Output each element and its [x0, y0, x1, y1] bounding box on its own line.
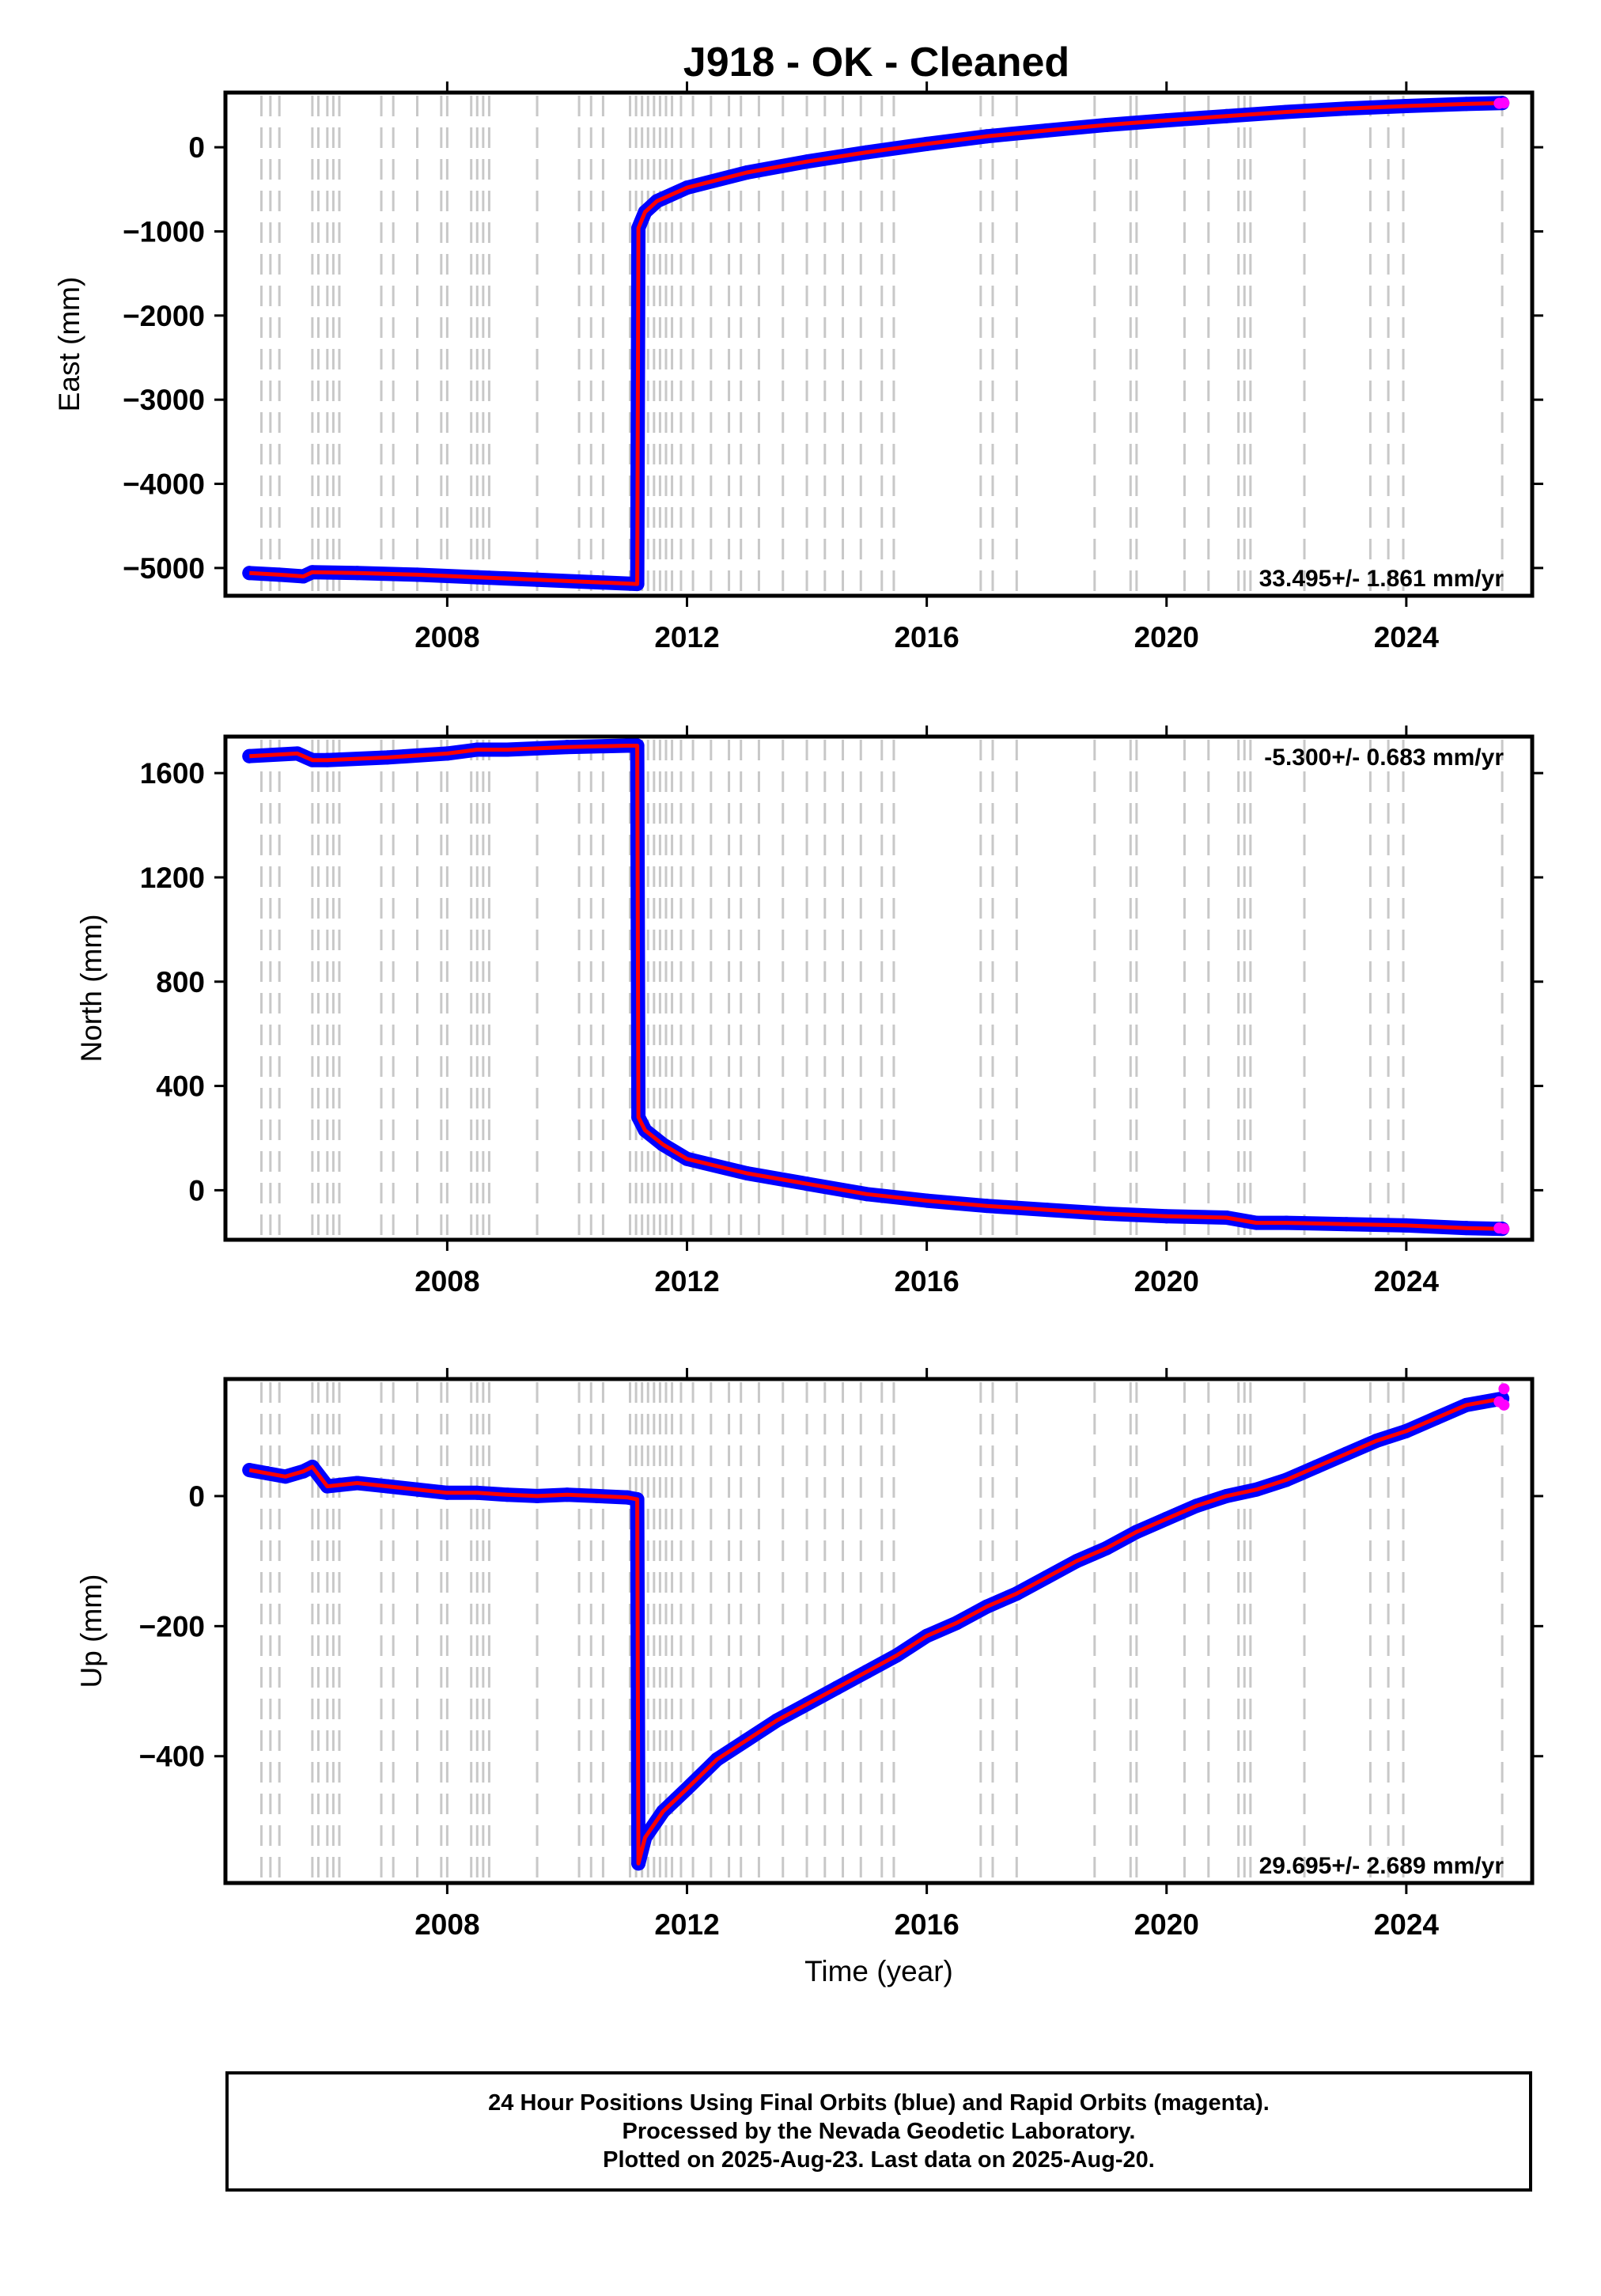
up-x-tick-label: 2020 [1134, 1908, 1199, 1941]
up-x-tick-label: 2012 [654, 1908, 719, 1941]
north-y-tick-label: 400 [156, 1070, 205, 1103]
east-equipment-change-lines [259, 96, 1504, 593]
north-y-tick-label: 1200 [140, 862, 205, 894]
east-final-orbit-positions [242, 96, 1510, 592]
footer-line-processed: Processed by the Nevada Geodetic Laborat… [622, 2119, 1136, 2144]
up-panel: 0 −200 −400 2008 2012 2016 2020 2024 Up (mm) 29… [75, 1368, 1543, 1987]
north-y-tick-label: 1600 [140, 757, 205, 790]
east-y-tick-label: −3000 [123, 384, 205, 416]
up-panel-frame [223, 1377, 1535, 1885]
north-y-tick-label: 800 [156, 966, 205, 998]
east-series [242, 96, 1510, 592]
east-x-tick-label: 2024 [1374, 621, 1440, 654]
up-equipment-change-lines [259, 1382, 1504, 1880]
up-rapid-orbit-point [1498, 1383, 1510, 1395]
east-y-tick-label: 0 [188, 131, 205, 164]
north-y-tick-label: 0 [188, 1174, 205, 1207]
north-final-orbit-positions [242, 738, 1510, 1237]
north-x-tick-label: 2008 [414, 1265, 479, 1298]
up-rapid-orbit-point [1498, 1399, 1510, 1411]
north-rate-label: -5.300+/- 0.683 mm/yr [1264, 744, 1504, 771]
east-rate-label: 33.495+/- 1.861 mm/yr [1259, 566, 1504, 592]
east-y-tick-label: −1000 [123, 215, 205, 248]
footer-line-orbits: 24 Hour Positions Using Final Orbits (bl… [488, 2090, 1270, 2116]
up-x-tick-label: 2008 [414, 1908, 479, 1941]
east-panel: 0 −1000 −2000 −3000 −4000 −5000 2008 2012 2016 20… [53, 81, 1543, 654]
east-x-tick-label: 2016 [894, 621, 959, 654]
north-axis-ticks: 1600 1200 800 400 0 2008 2012 2016 2020 2024 [140, 726, 1543, 1298]
east-rapid-orbit-point [1498, 97, 1510, 109]
gps-timeseries-figure: J918 - OK - Cleaned 0−1000−2000−3000−400… [53, 40, 1543, 1987]
north-model-fit-line [249, 744, 1503, 1231]
north-equipment-change-lines [259, 740, 1504, 1237]
north-panel-frame [223, 734, 1535, 1242]
up-series [242, 1383, 1510, 1871]
footer-line-dates: Plotted on 2025-Aug-23. Last data on 202… [603, 2147, 1155, 2173]
north-x-tick-label: 2016 [894, 1265, 959, 1298]
up-y-tick-label: 0 [188, 1480, 205, 1513]
east-y-tick-label: −2000 [123, 300, 205, 332]
up-x-tick-label: 2024 [1374, 1908, 1440, 1941]
east-x-tick-label: 2020 [1134, 621, 1199, 654]
east-x-tick-label: 2012 [654, 621, 719, 654]
up-axis-label: Up (mm) [75, 1574, 108, 1688]
east-axis-label: East (mm) [53, 277, 85, 412]
time-axis-label: Time (year) [804, 1955, 953, 1987]
up-x-tick-label: 2016 [894, 1908, 959, 1941]
up-model-fit-line [248, 1396, 1503, 1866]
east-y-tick-label: −4000 [123, 468, 205, 501]
up-rate-label: 29.695+/- 2.689 mm/yr [1259, 1853, 1504, 1879]
north-rapid-orbit-point [1498, 1223, 1510, 1235]
up-axis-ticks: 0 −200 −400 2008 2012 2016 2020 2024 [139, 1368, 1543, 1941]
north-series [242, 738, 1510, 1237]
north-x-tick-label: 2020 [1134, 1265, 1199, 1298]
east-model-fit-line [249, 100, 1503, 586]
footer-note-box: 24 Hour Positions Using Final Orbits (bl… [225, 2071, 1532, 2192]
north-panel: 1600 1200 800 400 0 2008 2012 2016 2020 2024 Nort… [75, 726, 1543, 1298]
east-x-tick-label: 2008 [414, 621, 479, 654]
up-y-tick-label: −200 [139, 1610, 205, 1642]
north-x-tick-label: 2012 [654, 1265, 719, 1298]
chart-title: J918 - OK - Cleaned [683, 40, 1069, 85]
up-y-tick-label: −400 [139, 1741, 205, 1773]
east-y-tick-label: −5000 [123, 552, 205, 585]
east-panel-frame [223, 90, 1535, 598]
east-axis-ticks: 0 −1000 −2000 −3000 −4000 −5000 2008 2012 2016 20… [123, 81, 1543, 654]
north-x-tick-label: 2024 [1374, 1265, 1440, 1298]
north-axis-label: North (mm) [75, 914, 108, 1062]
